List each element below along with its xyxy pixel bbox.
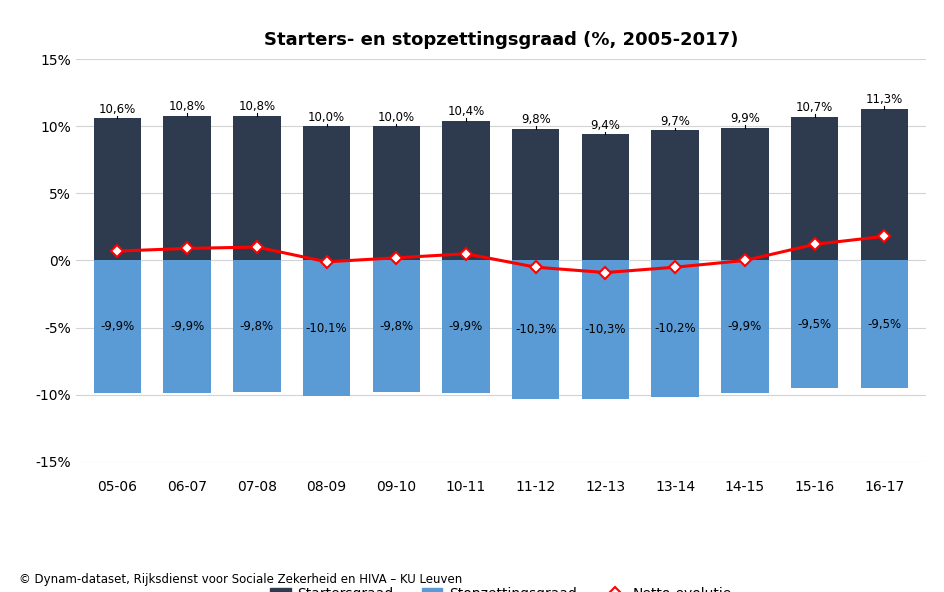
Text: 9,7%: 9,7%	[660, 115, 689, 128]
Text: 9,4%: 9,4%	[590, 118, 619, 131]
Text: 07-08: 07-08	[237, 480, 277, 494]
Bar	[302, 126, 350, 260]
Text: -9,8%: -9,8%	[240, 320, 274, 333]
Bar	[163, 260, 211, 393]
Text: 13-14: 13-14	[654, 480, 695, 494]
Bar	[720, 128, 767, 260]
Bar	[233, 115, 280, 260]
Text: -9,9%: -9,9%	[727, 320, 761, 333]
Bar	[512, 129, 559, 260]
Text: -9,8%: -9,8%	[379, 320, 413, 333]
Title: Starters- en stopzettingsgraad (%, 2005-2017): Starters- en stopzettingsgraad (%, 2005-…	[263, 31, 737, 49]
Text: -9,9%: -9,9%	[448, 320, 482, 333]
Text: 10,6%: 10,6%	[99, 102, 136, 115]
Text: -9,5%: -9,5%	[867, 318, 901, 331]
Text: -10,3%: -10,3%	[514, 323, 556, 336]
Text: 10,8%: 10,8%	[238, 100, 275, 113]
Text: 9,9%: 9,9%	[729, 112, 759, 125]
Legend: Startersgraad, Stopzettingsgraad, Netto-evolutie: Startersgraad, Stopzettingsgraad, Netto-…	[264, 581, 736, 592]
Text: -10,3%: -10,3%	[584, 323, 626, 336]
Text: 16-17: 16-17	[863, 480, 903, 494]
Bar	[442, 121, 489, 260]
Text: -10,1%: -10,1%	[306, 321, 347, 334]
Text: 09-10: 09-10	[376, 480, 416, 494]
Text: 9,8%: 9,8%	[520, 113, 550, 126]
Bar	[93, 118, 141, 260]
Bar	[650, 130, 699, 260]
Text: 10,7%: 10,7%	[795, 101, 833, 114]
Text: -9,5%: -9,5%	[797, 318, 831, 331]
Text: 11-12: 11-12	[515, 480, 555, 494]
Text: -9,9%: -9,9%	[170, 320, 204, 333]
Text: 08-09: 08-09	[306, 480, 346, 494]
Text: 12-13: 12-13	[584, 480, 625, 494]
Bar	[720, 260, 767, 393]
Bar	[650, 260, 699, 397]
Text: -9,9%: -9,9%	[100, 320, 134, 333]
Bar	[582, 260, 629, 398]
Bar	[302, 260, 350, 396]
Bar	[790, 260, 837, 388]
Bar	[790, 117, 837, 260]
Bar	[163, 115, 211, 260]
Text: 11,3%: 11,3%	[865, 93, 902, 106]
Bar	[442, 260, 489, 393]
Text: 10-11: 10-11	[446, 480, 485, 494]
Bar	[93, 260, 141, 393]
Bar	[372, 126, 419, 260]
Bar	[372, 260, 419, 392]
Bar	[860, 260, 907, 388]
Text: 10,0%: 10,0%	[308, 111, 345, 124]
Text: 10,0%: 10,0%	[378, 111, 414, 124]
Text: -10,2%: -10,2%	[653, 323, 695, 336]
Bar	[233, 260, 280, 392]
Bar	[860, 109, 907, 260]
Text: © Dynam-dataset, Rijksdienst voor Sociale Zekerheid en HIVA – KU Leuven: © Dynam-dataset, Rijksdienst voor Social…	[19, 573, 462, 586]
Text: 10,8%: 10,8%	[168, 100, 206, 113]
Bar	[582, 134, 629, 260]
Text: 14-15: 14-15	[724, 480, 764, 494]
Text: 10,4%: 10,4%	[447, 105, 484, 118]
Text: 05-06: 05-06	[97, 480, 137, 494]
Text: 06-07: 06-07	[167, 480, 207, 494]
Bar	[512, 260, 559, 398]
Text: 15-16: 15-16	[794, 480, 834, 494]
